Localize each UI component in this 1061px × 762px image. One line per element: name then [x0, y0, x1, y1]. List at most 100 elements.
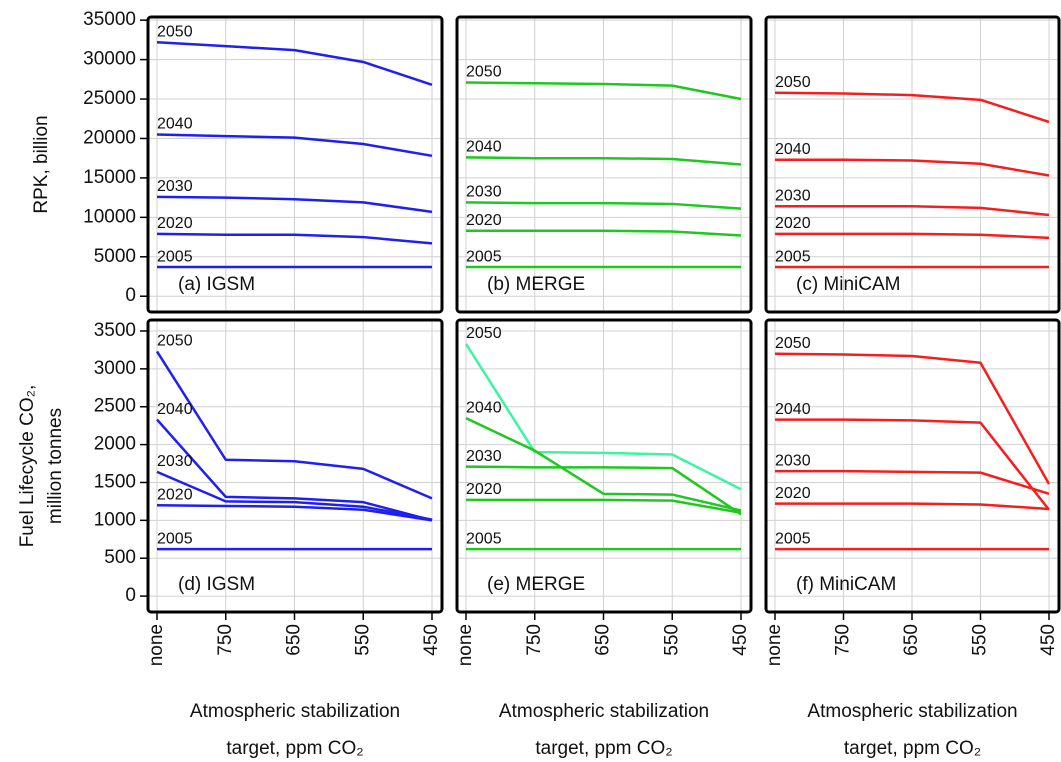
series-line: [466, 229, 742, 237]
panel-title: (a) IGSM: [178, 274, 255, 295]
y-tick-label: 35000: [83, 9, 136, 30]
series-label: 2020: [466, 212, 502, 229]
series-line: [775, 205, 1050, 217]
panel-frame: [146, 15, 444, 314]
series-label: 2030: [466, 184, 502, 201]
panel-title: (c) MiniCAM: [796, 274, 901, 295]
x-axis-label: target, ppm CO₂: [226, 738, 363, 759]
y-tick-label: 0: [125, 585, 136, 606]
series-line: [465, 201, 742, 210]
series-label: 2030: [466, 448, 502, 465]
panel-title: (b) MERGE: [487, 274, 585, 295]
series-line: [465, 156, 742, 166]
series-label: 2005: [466, 248, 502, 265]
series-label: 2005: [775, 530, 811, 547]
x-axis-label: Atmospheric stabilization: [807, 701, 1017, 722]
y-tick-label: 1500: [94, 471, 136, 492]
x-tick-label: 650: [901, 624, 922, 656]
series-line: [156, 503, 433, 522]
y-tick-label: 2000: [94, 434, 136, 455]
x-axis-label: Atmospheric stabilization: [190, 701, 400, 722]
series-line: [465, 465, 742, 516]
series-line: [156, 133, 433, 158]
series-label: 2020: [157, 486, 193, 503]
x-tick-label: 750: [215, 624, 236, 656]
y-tick-label: 30000: [83, 49, 136, 70]
series-line: [156, 40, 433, 87]
x-axis-label: target, ppm CO₂: [535, 738, 672, 759]
series-line: [775, 418, 1050, 511]
series-label: 2005: [775, 248, 811, 265]
panel-title: (f) MiniCAM: [796, 574, 896, 595]
series-line: [775, 232, 1050, 240]
x-tick-label: 450: [421, 624, 442, 656]
y-tick-label: 10000: [83, 206, 136, 227]
x-tick-label: none: [146, 624, 167, 666]
series-label: 2050: [157, 23, 193, 40]
series-label: 2030: [775, 188, 811, 205]
series-label: 2005: [466, 530, 502, 547]
series-label: 2030: [157, 178, 193, 195]
x-tick-label: 650: [593, 624, 614, 656]
series-line: [466, 498, 742, 515]
series-line: [156, 418, 433, 522]
series-line: [775, 158, 1050, 177]
series-label: 2050: [466, 64, 502, 81]
series-label: 2020: [775, 215, 811, 232]
y-axis-label: RPK, billion: [31, 115, 52, 213]
series-line: [775, 469, 1050, 496]
series-label: 2040: [157, 116, 193, 133]
x-axis-label: Atmospheric stabilization: [499, 701, 709, 722]
y-tick-label: 1000: [94, 509, 136, 530]
y-tick-label: 15000: [83, 167, 136, 188]
series-label: 2020: [157, 215, 193, 232]
series-line: [465, 416, 742, 512]
series-label: 2040: [466, 139, 502, 156]
y-tick-label: 500: [104, 547, 136, 568]
series-line: [464, 343, 742, 491]
panel-frame: [764, 15, 1061, 314]
series-label: 2030: [157, 453, 193, 470]
y-tick-label: 20000: [83, 127, 136, 148]
series-label: 2050: [466, 325, 502, 342]
series-label: 2040: [157, 401, 193, 418]
series-label: 2050: [775, 335, 811, 352]
series-line: [774, 352, 1051, 485]
series-label: 2050: [157, 333, 193, 350]
series-label: 2050: [775, 74, 811, 91]
x-tick-label: 550: [970, 624, 991, 656]
y-tick-label: 0: [125, 285, 136, 306]
series-label: 2040: [775, 401, 811, 418]
x-tick-label: 650: [284, 624, 305, 656]
x-tick-label: none: [455, 624, 476, 666]
y-tick-label: 5000: [94, 246, 136, 267]
y-tick-label: 3000: [94, 358, 136, 379]
y-tick-label: 25000: [83, 88, 136, 109]
x-tick-label: none: [764, 624, 785, 666]
x-tick-label: 450: [730, 624, 751, 656]
panel-title: (e) MERGE: [487, 574, 585, 595]
y-axis-label: Fuel Lifecycle CO₂,: [17, 385, 38, 548]
panel-title: (d) IGSM: [178, 574, 255, 595]
series-label: 2005: [157, 530, 193, 547]
series-line: [774, 91, 1050, 124]
series-line: [465, 81, 742, 101]
x-tick-label: 550: [661, 624, 682, 656]
series-line: [155, 350, 433, 500]
series-label: 2040: [775, 141, 811, 158]
y-tick-label: 3500: [94, 320, 136, 341]
x-axis-label: target, ppm CO₂: [844, 738, 981, 759]
y-axis-label: million tonnes: [45, 408, 66, 524]
x-tick-label: 750: [524, 624, 545, 656]
series-label: 2040: [466, 399, 502, 416]
x-tick-label: 750: [833, 624, 854, 656]
x-tick-label: 550: [352, 624, 373, 656]
series-label: 2005: [157, 248, 193, 265]
series-label: 2020: [775, 485, 811, 502]
series-line: [156, 195, 433, 214]
series-label: 2020: [466, 481, 502, 498]
series-label: 2030: [775, 452, 811, 469]
panel-frame: [455, 15, 753, 314]
series-line: [775, 502, 1050, 511]
